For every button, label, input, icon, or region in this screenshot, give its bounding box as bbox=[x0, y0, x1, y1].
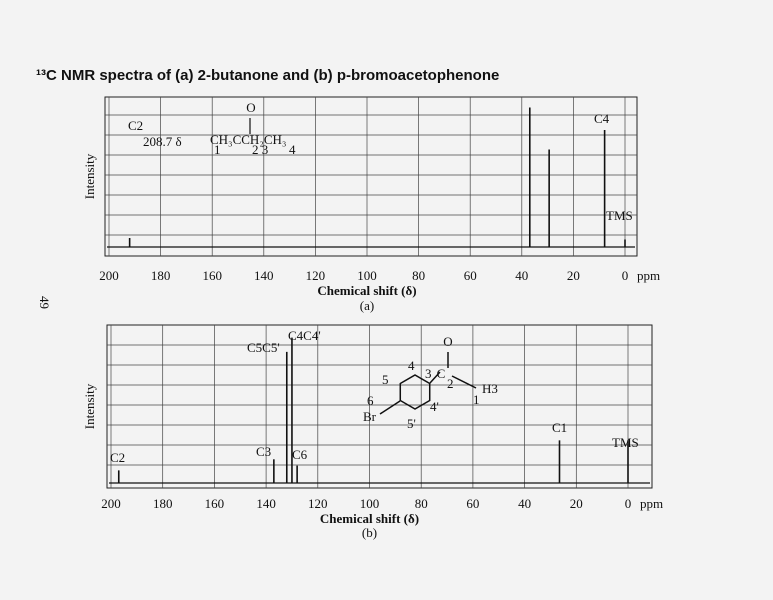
x-tick-label: 200 bbox=[99, 268, 119, 283]
x-axis-label: Chemical shift (δ) bbox=[320, 511, 419, 526]
x-tick-label: 180 bbox=[151, 268, 171, 283]
plot-frame bbox=[104, 96, 638, 257]
x-tick-label: 200 bbox=[101, 496, 121, 511]
peak-label: C3 bbox=[256, 444, 271, 459]
x-tick-label: 60 bbox=[464, 268, 477, 283]
peak-label: TMS bbox=[612, 435, 639, 450]
y-axis-label: Intensity bbox=[82, 383, 97, 429]
annotation: H3 bbox=[482, 381, 498, 396]
annotation: Br bbox=[363, 409, 377, 424]
x-tick-label: 160 bbox=[202, 268, 222, 283]
page-number: 49 bbox=[37, 296, 52, 309]
page-title: ¹³C NMR spectra of (a) 2-butanone and (b… bbox=[36, 67, 499, 84]
y-axis-label: Intensity bbox=[82, 153, 97, 199]
x-tick-label: 80 bbox=[415, 496, 428, 511]
x-tick-label: 120 bbox=[306, 268, 326, 283]
x-tick-label: 0 bbox=[625, 496, 632, 511]
x-tick-label: 40 bbox=[518, 496, 531, 511]
annotation: 5' bbox=[407, 416, 416, 431]
annotation: 1 bbox=[214, 142, 221, 157]
x-tick-label: 20 bbox=[570, 496, 583, 511]
plot-frame bbox=[106, 324, 653, 489]
annotation: 6 bbox=[367, 393, 374, 408]
peak-label: C2 bbox=[128, 118, 143, 133]
annotation: O bbox=[443, 334, 452, 349]
x-tick-label: 140 bbox=[256, 496, 276, 511]
peak-label: C4C4' bbox=[288, 328, 321, 343]
benzene-ring bbox=[399, 374, 431, 410]
x-axis-label: Chemical shift (δ) bbox=[317, 283, 416, 298]
panel-label: (b) bbox=[362, 525, 377, 540]
x-tick-label: 100 bbox=[357, 268, 377, 283]
peak-label: C6 bbox=[292, 447, 308, 462]
x-unit: ppm bbox=[640, 496, 663, 511]
x-unit: ppm bbox=[637, 268, 660, 283]
x-tick-label: 180 bbox=[153, 496, 173, 511]
x-tick-label: 160 bbox=[205, 496, 225, 511]
peak-label: C5C5' bbox=[247, 340, 280, 355]
x-tick-label: 140 bbox=[254, 268, 274, 283]
annotation: 5 bbox=[382, 372, 389, 387]
panel-label: (a) bbox=[360, 298, 374, 313]
x-tick-label: 80 bbox=[412, 268, 425, 283]
annotation: 2 bbox=[447, 376, 454, 391]
annotation: 2 3 bbox=[252, 142, 268, 157]
annotation: 1 bbox=[473, 392, 480, 407]
x-tick-label: 20 bbox=[567, 268, 580, 283]
x-tick-label: 60 bbox=[466, 496, 479, 511]
annotation: 208.7 δ bbox=[143, 134, 182, 149]
bond bbox=[429, 371, 441, 384]
x-tick-label: 120 bbox=[308, 496, 328, 511]
x-tick-label: 0 bbox=[622, 268, 629, 283]
annotation: O bbox=[246, 100, 255, 115]
bond bbox=[379, 400, 401, 415]
annotation: 4 bbox=[408, 358, 415, 373]
annotation: 4' bbox=[430, 399, 439, 414]
peak-label: TMS bbox=[606, 208, 633, 223]
peak-label: C2 bbox=[110, 450, 125, 465]
annotation: 4 bbox=[289, 142, 296, 157]
x-tick-label: 40 bbox=[515, 268, 528, 283]
bond bbox=[451, 375, 477, 389]
peak-label: C4 bbox=[594, 111, 610, 126]
annotation: CH₃CCH₂CH₃ bbox=[210, 132, 286, 147]
annotation: 3 bbox=[425, 366, 432, 381]
peak-label: C1 bbox=[552, 420, 567, 435]
x-tick-label: 100 bbox=[360, 496, 380, 511]
annotation: C bbox=[437, 366, 446, 381]
